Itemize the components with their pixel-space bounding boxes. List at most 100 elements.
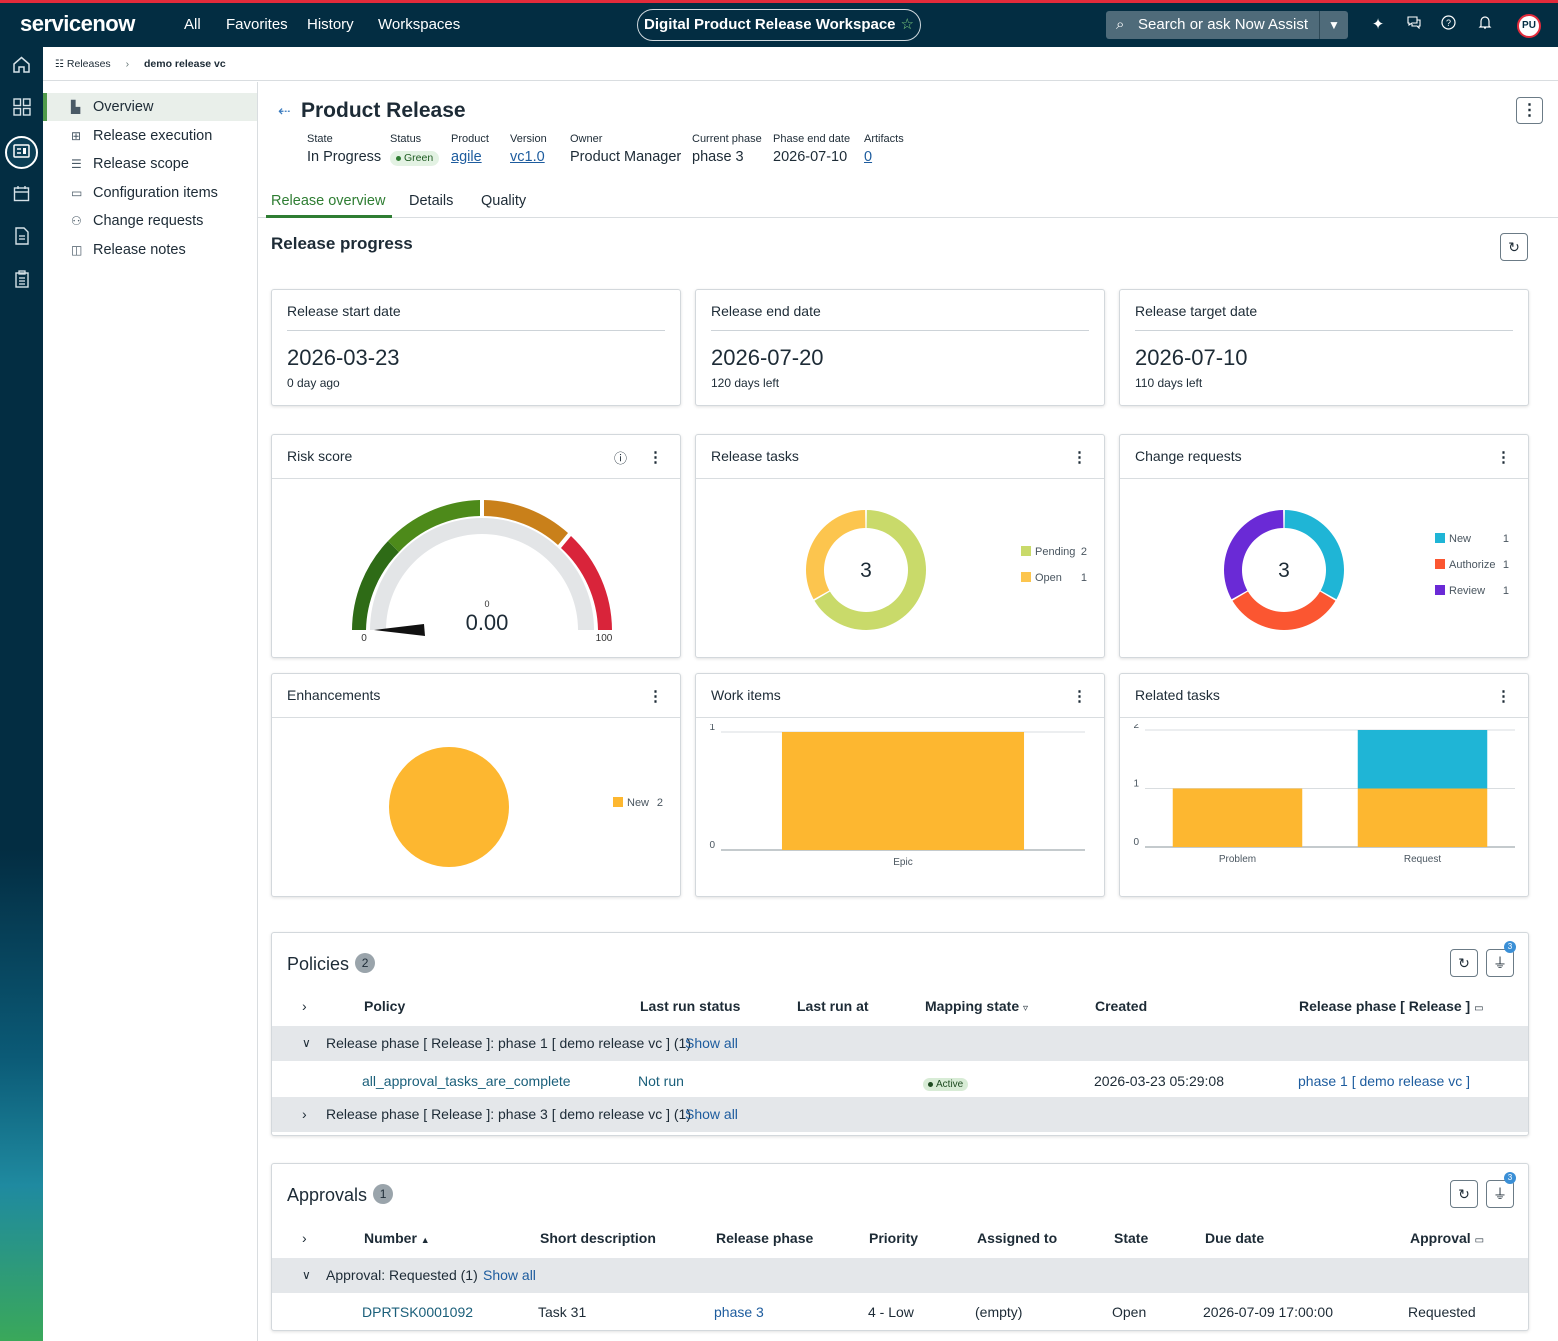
home-icon[interactable] [8, 55, 35, 82]
dashboard-grid-icon[interactable] [8, 97, 35, 124]
approval-number-link[interactable]: DPRTSK0001092 [362, 1304, 474, 1320]
release-phase-link[interactable]: phase 3 [714, 1304, 764, 1320]
tab-quality[interactable]: Quality [481, 193, 527, 209]
nav-history[interactable]: History [307, 16, 354, 33]
gauge-band-red [561, 536, 612, 630]
column-header-created[interactable]: Created [1095, 998, 1148, 1014]
refresh-icon: ↻ [1458, 1186, 1470, 1202]
servicenow-logo[interactable]: servicenow [20, 11, 135, 36]
donut-slice-authorize[interactable] [1232, 591, 1336, 630]
legend-label: Review [1449, 585, 1486, 597]
refresh-button[interactable]: ↻ [1500, 233, 1528, 261]
legend-count: 2 [656, 797, 663, 809]
bar-request[interactable] [1357, 788, 1488, 848]
workspace-title-button[interactable]: Digital Product Release Workspace ☆ [637, 9, 921, 41]
artifacts-link[interactable]: 0 [864, 149, 873, 165]
column-header-due-date[interactable]: Due date [1205, 1230, 1265, 1246]
clipboard-icon[interactable] [8, 269, 35, 296]
release-progress-title: Release progress [271, 234, 413, 253]
chat-icon[interactable] [1404, 15, 1424, 33]
sidenav-item-release-scope[interactable]: ☰ Release scope [43, 150, 257, 178]
card-title: Risk score [287, 448, 353, 464]
sidenav-item-release-execution[interactable]: ⊞ Release execution [43, 122, 257, 150]
nav-favorites[interactable]: Favorites [226, 16, 288, 33]
chevron-right-icon[interactable]: › [302, 1106, 307, 1122]
nav-all[interactable]: All [184, 16, 201, 33]
info-icon[interactable]: ⓘ [614, 451, 628, 466]
releases-icon[interactable] [5, 136, 38, 169]
card-menu-icon[interactable]: ⋮ [1072, 449, 1087, 466]
card-menu-icon[interactable]: ⋮ [1072, 688, 1087, 705]
document-icon[interactable] [8, 226, 35, 253]
sidenav-item-configuration-items[interactable]: ▭ Configuration items [43, 179, 257, 207]
column-header-release-phase[interactable]: Release phase [716, 1230, 814, 1246]
tab-release-overview[interactable]: Release overview [271, 193, 386, 209]
policy-link[interactable]: all_approval_tasks_are_complete [362, 1073, 571, 1089]
column-header-state[interactable]: State [1114, 1230, 1149, 1246]
release-phase-link[interactable]: phase 1 [ demo release vc ] [1298, 1073, 1470, 1089]
mapping-state-badge: Active [923, 1074, 969, 1091]
collapse-arrow-icon[interactable]: ⇠ [278, 103, 291, 120]
approvals-refresh-button[interactable]: ↻ [1450, 1180, 1478, 1208]
show-all-link[interactable]: Show all [483, 1267, 536, 1283]
user-avatar[interactable]: PU [1517, 14, 1541, 38]
calendar-icon[interactable] [8, 183, 35, 210]
global-search-input[interactable]: ⌕ Search or ask Now Assist [1106, 11, 1319, 39]
now-assist-sparkle-icon[interactable]: ✦ [1371, 16, 1385, 33]
policies-group-row[interactable]: ∨ Release phase [ Release ]: phase 1 [ d… [272, 1026, 1528, 1061]
column-header-number[interactable]: Number ▲ [364, 1230, 430, 1246]
policies-filter-button[interactable]: ⏚ [1486, 949, 1514, 977]
card-menu-icon[interactable]: ⋮ [1496, 449, 1511, 466]
approvals-filter-button[interactable]: ⏚ [1486, 1180, 1514, 1208]
donut-slice-new[interactable] [1284, 510, 1344, 600]
column-header-short-description[interactable]: Short description [540, 1230, 656, 1246]
field-label: Owner [570, 133, 603, 145]
sidenav-item-release-notes[interactable]: ◫ Release notes [43, 236, 257, 264]
last-run-status-link[interactable]: Not run [638, 1073, 684, 1089]
column-header-priority[interactable]: Priority [869, 1230, 919, 1246]
card-menu-icon[interactable]: ⋮ [648, 688, 663, 705]
donut-slice-pending[interactable] [814, 510, 926, 630]
column-header-label: Mapping state [925, 998, 1020, 1014]
policies-refresh-button[interactable]: ↻ [1450, 949, 1478, 977]
bar-problem[interactable] [1172, 788, 1303, 848]
note-icon: ◫ [71, 243, 83, 257]
tab-details[interactable]: Details [409, 193, 454, 209]
column-header-last-run-status[interactable]: Last run status [640, 998, 741, 1014]
date-value: 2026-07-10 [1135, 345, 1248, 370]
breadcrumb-current[interactable]: demo release vc [144, 58, 226, 70]
column-header-mapping-state[interactable]: Mapping state ▿ [925, 998, 1028, 1014]
column-header-last-run-at[interactable]: Last run at [797, 998, 869, 1014]
approvals-group-row[interactable]: ∨ Approval: Requested (1) Show all [272, 1258, 1528, 1293]
nav-workspaces[interactable]: Workspaces [378, 16, 461, 33]
search-placeholder: Search or ask Now Assist [1138, 16, 1309, 33]
bar-epic[interactable] [781, 732, 1025, 850]
sidenav-item-overview[interactable]: ▙ Overview [43, 93, 257, 121]
record-more-button[interactable]: ⋮ [1516, 97, 1543, 124]
bar-request[interactable] [1357, 730, 1488, 789]
favorite-star-icon[interactable]: ☆ [900, 16, 914, 33]
column-header-assigned-to[interactable]: Assigned to [977, 1230, 1058, 1246]
column-header-release-phase[interactable]: Release phase [ Release ] ▭ [1299, 998, 1484, 1014]
column-header-policy[interactable]: Policy [364, 998, 406, 1014]
chevron-down-icon[interactable]: ∨ [302, 1268, 311, 1282]
product-link[interactable]: agile [451, 149, 482, 165]
notifications-bell-icon[interactable] [1475, 15, 1495, 34]
card-menu-icon[interactable]: ⋮ [648, 449, 663, 466]
show-all-link[interactable]: Show all [685, 1106, 738, 1122]
breadcrumb-releases[interactable]: Releases [66, 58, 111, 70]
expand-all-chevron-icon[interactable]: › [302, 998, 307, 1014]
card-menu-icon[interactable]: ⋮ [1496, 688, 1511, 705]
donut-slice-review[interactable] [1224, 510, 1284, 600]
version-link[interactable]: vc1.0 [510, 149, 545, 165]
sidenav-item-change-requests[interactable]: ⚇ Change requests [43, 207, 257, 235]
chevron-down-icon[interactable]: ∨ [302, 1036, 311, 1050]
column-header-approval[interactable]: Approval ▭ [1410, 1230, 1484, 1246]
show-all-link[interactable]: Show all [685, 1035, 738, 1051]
help-icon[interactable]: ? [1438, 15, 1458, 34]
change-requests-card: Change requests ⋮ 3 New 1 Authorize 1 Revi… [1119, 434, 1529, 658]
donut-slice-open[interactable] [806, 510, 866, 600]
policies-group-row[interactable]: › Release phase [ Release ]: phase 3 [ d… [272, 1097, 1528, 1132]
search-dropdown-button[interactable]: ▼ [1319, 11, 1348, 39]
expand-all-chevron-icon[interactable]: › [302, 1230, 307, 1246]
